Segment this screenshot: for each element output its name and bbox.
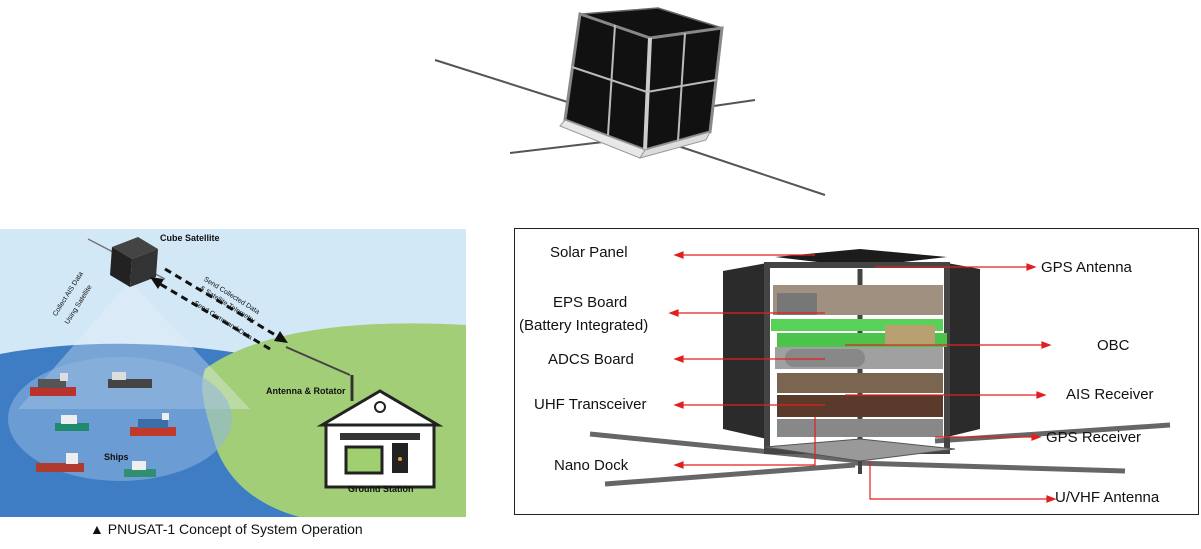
antenna-rod <box>854 460 1126 474</box>
uhf-transceiver <box>777 395 943 417</box>
antenna-rotator-label: Antenna & Rotator <box>266 386 346 396</box>
antenna-rod <box>434 59 581 107</box>
ships-label: Ships <box>104 452 129 462</box>
ais-receiver <box>777 373 943 393</box>
antenna-rod <box>934 422 1171 444</box>
side-solar-panel <box>723 263 767 439</box>
ship <box>130 413 176 436</box>
ground-station-icon <box>316 389 444 489</box>
label-gps-antenna: GPS Antenna <box>1041 259 1132 276</box>
ship <box>108 372 152 388</box>
callout-lines <box>668 251 1057 503</box>
cube-satellite-label: Cube Satellite <box>160 233 220 243</box>
nano-dock <box>777 419 943 437</box>
yagi-antenna <box>285 346 351 376</box>
antenna-rod <box>604 462 856 487</box>
ground-station-label: Ground Station <box>348 484 414 494</box>
ship <box>55 415 89 431</box>
label-nano-dock: Nano Dock <box>554 457 629 474</box>
label-ais-receiver: AIS Receiver <box>1066 386 1154 403</box>
ship <box>124 461 156 477</box>
side-solar-panel <box>947 263 980 437</box>
ship <box>30 373 76 396</box>
ship <box>36 453 84 472</box>
components-panel <box>514 228 1199 515</box>
concept-operation-illustration <box>0 229 466 517</box>
label-gps-receiver: GPS Receiver <box>1046 429 1142 446</box>
label-solar-panel: Solar Panel <box>550 244 628 261</box>
figure-caption: ▲ PNUSAT-1 Concept of System Operation <box>90 521 363 537</box>
label-eps-board: EPS Board <box>553 294 628 311</box>
uplink-arrow <box>154 279 271 351</box>
label-adcs-board: ADCS Board <box>548 351 634 368</box>
downlink-arrow <box>164 267 283 341</box>
label-obc: OBC <box>1097 337 1130 354</box>
cubesat-illustration-top <box>434 7 826 196</box>
antenna-rod <box>659 139 826 196</box>
base-plate <box>764 438 956 462</box>
label-battery-integrated: (Battery Integrated) <box>519 317 649 334</box>
label-uvhf-antenna: U/VHF Antenna <box>1055 489 1160 506</box>
label-uhf-transceiver: UHF Transceiver <box>534 396 647 413</box>
top-solar-panel <box>775 249 947 267</box>
